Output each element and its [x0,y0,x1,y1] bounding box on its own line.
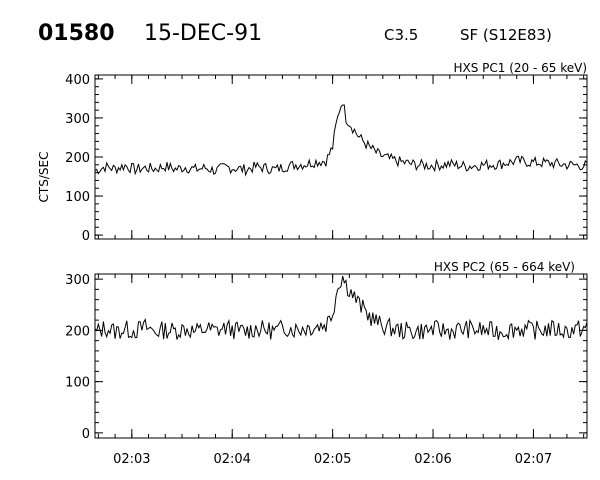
event-id: 01580 [38,21,115,46]
y-tick-label: 100 [65,190,90,205]
y-tick-label: 400 [65,73,90,88]
y-tick-label: 200 [65,151,90,166]
panel-title-pc1: HXS PC1 (20 - 65 keV) [453,61,587,75]
ticks-pc1: 0 100 200 300 400 [65,73,587,244]
y-tick-label: 0 [82,229,90,244]
x-tick-label: 02:05 [314,452,351,467]
x-tick-labels: 02:03 02:04 02:05 02:06 02:07 [113,452,552,467]
plot-frame-pc2 [94,273,588,439]
y-tick-label: 300 [65,112,90,127]
panel-title-pc2: HXS PC2 (65 - 664 keV) [434,260,575,274]
series-line-pc1 [94,104,588,177]
y-tick-label: 0 [82,427,90,442]
y-tick-label: 300 [65,273,90,288]
series-line-pc2 [94,275,588,341]
y-axis-label-pc1: CTS/SEC [37,152,51,203]
panel-pc2: HXS PC2 (65 - 664 keV) 0 100 200 300 [65,260,588,442]
ticks-pc2: 0 100 200 300 [65,273,587,442]
x-tick-label: 02:04 [213,452,250,467]
flare-class: C3.5 [384,26,418,44]
x-tick-label: 02:06 [414,452,451,467]
y-tick-label: 200 [65,324,90,339]
event-date: 15-DEC-91 [144,21,262,46]
x-tick-label: 02:03 [113,452,150,467]
plot-frame-pc1 [94,74,588,240]
x-tick-label: 02:07 [515,452,552,467]
panel-pc1: HXS PC1 (20 - 65 keV) CTS/SEC 0 100 200 300… [37,61,588,244]
y-tick-label: 100 [65,376,90,391]
flare-info: SF (S12E83) [460,26,552,44]
